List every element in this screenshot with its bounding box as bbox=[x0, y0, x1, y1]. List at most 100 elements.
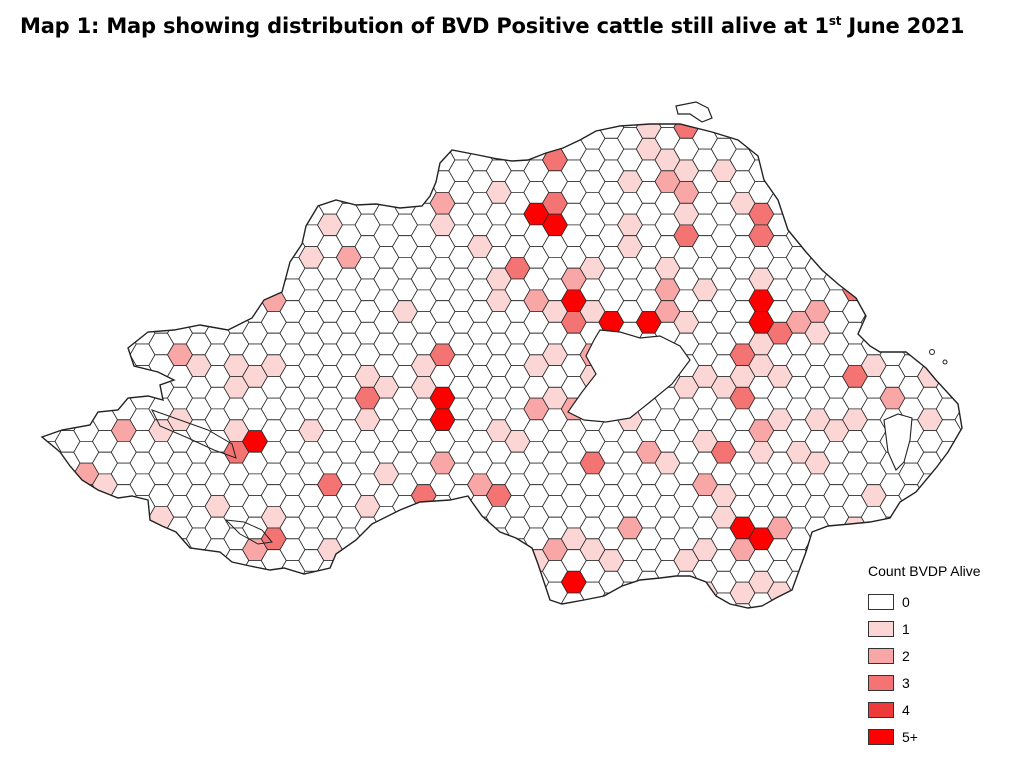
hex-cell bbox=[54, 386, 81, 410]
hex-cell bbox=[823, 137, 850, 161]
hex-cell bbox=[129, 581, 156, 605]
hex-cell bbox=[110, 202, 137, 226]
hex-cell bbox=[429, 560, 456, 583]
hex-cell bbox=[410, 592, 437, 608]
hex-cell bbox=[92, 235, 118, 258]
hex-cell bbox=[392, 148, 418, 172]
hex-cell bbox=[260, 246, 287, 269]
hex-cell bbox=[467, 538, 493, 561]
hex-cell bbox=[110, 137, 137, 161]
hex-cell bbox=[524, 95, 549, 117]
hex-cell bbox=[73, 311, 100, 334]
hex-cell bbox=[354, 170, 381, 193]
hex-cell bbox=[148, 570, 175, 594]
legend-item-1: 1 bbox=[868, 615, 981, 642]
hex-cell bbox=[223, 570, 250, 594]
hex-cell bbox=[823, 549, 850, 572]
hex-cell bbox=[242, 124, 268, 128]
hex-cell bbox=[167, 124, 193, 128]
hex-cell bbox=[448, 592, 475, 608]
hex-cell bbox=[185, 267, 212, 291]
hex-cell bbox=[260, 224, 287, 247]
hex-cell bbox=[42, 462, 62, 486]
hex-cell bbox=[579, 603, 606, 608]
hex-cell bbox=[842, 170, 868, 193]
legend-item-2: 2 bbox=[868, 642, 981, 669]
hex-cell bbox=[448, 570, 475, 594]
hex-cell bbox=[635, 592, 662, 608]
legend-swatch bbox=[868, 701, 894, 718]
hex-cell bbox=[92, 192, 118, 215]
hex-cell bbox=[317, 603, 343, 608]
hex-cell bbox=[335, 181, 362, 204]
hex-cell bbox=[335, 124, 362, 139]
lough-erne bbox=[150, 409, 237, 459]
hex-cell bbox=[860, 159, 887, 182]
hex-cell bbox=[204, 603, 231, 608]
hex-cell bbox=[54, 235, 81, 258]
hex-cell bbox=[935, 124, 962, 139]
hex-cell bbox=[129, 278, 156, 302]
hex-cell bbox=[673, 592, 700, 608]
hex-cell bbox=[185, 137, 212, 161]
hex-cell bbox=[711, 95, 736, 117]
hex-cell bbox=[242, 278, 268, 302]
hex-cell bbox=[148, 224, 175, 247]
hex-cell bbox=[935, 181, 962, 204]
hex-cell bbox=[523, 592, 550, 608]
hex-cell bbox=[898, 224, 925, 247]
hex-cell bbox=[935, 246, 962, 269]
legend-swatch bbox=[868, 593, 894, 610]
hex-cell bbox=[92, 538, 118, 561]
hex-cell bbox=[954, 538, 962, 561]
hex-cell bbox=[392, 170, 418, 193]
legend-label: 0 bbox=[902, 593, 910, 610]
hex-cell bbox=[504, 124, 531, 128]
hex-cell bbox=[42, 159, 62, 182]
hex-cell bbox=[335, 570, 362, 594]
hex-cell bbox=[317, 127, 343, 150]
hex-cell bbox=[185, 570, 212, 594]
hex-cell bbox=[879, 127, 906, 150]
hex-cell bbox=[617, 603, 643, 608]
hex-cell bbox=[767, 148, 793, 172]
hex-cell bbox=[898, 181, 925, 204]
hex-cell bbox=[54, 516, 81, 540]
hex-cell bbox=[917, 213, 943, 237]
hex-cell bbox=[167, 148, 193, 172]
hex-cell bbox=[129, 235, 156, 258]
legend-swatch bbox=[868, 620, 894, 637]
hex-cell bbox=[392, 127, 418, 150]
hex-cell bbox=[92, 386, 118, 410]
hex-cell bbox=[579, 124, 606, 128]
hex-cell bbox=[42, 484, 62, 507]
hex-cell bbox=[148, 202, 175, 226]
hex-cell bbox=[786, 95, 811, 117]
hex-cell bbox=[879, 235, 906, 258]
hex-cell bbox=[879, 213, 906, 237]
hex-cell bbox=[935, 354, 962, 377]
hex-cell bbox=[54, 321, 81, 345]
hex-cell bbox=[898, 289, 925, 312]
hex-cell bbox=[73, 202, 100, 226]
hex-cell bbox=[42, 549, 62, 572]
hex-cell bbox=[448, 124, 475, 139]
hex-cell bbox=[110, 224, 137, 247]
hex-cell bbox=[935, 462, 962, 486]
hex-cell bbox=[279, 581, 306, 605]
hex-cell bbox=[92, 124, 118, 128]
hex-cell bbox=[260, 592, 287, 608]
hex-cell bbox=[898, 311, 925, 334]
hex-cell bbox=[167, 213, 193, 237]
hex-cell bbox=[129, 192, 156, 215]
hex-cell bbox=[917, 321, 943, 345]
legend-label: 3 bbox=[902, 674, 910, 691]
hex-cell bbox=[298, 124, 325, 139]
hex-cell bbox=[898, 159, 925, 182]
legend-item-3: 3 bbox=[868, 669, 981, 696]
legend: Count BVDP Alive 0 1 2 3 4 5+ bbox=[868, 563, 981, 750]
hex-cell bbox=[242, 148, 268, 172]
hex-cell bbox=[935, 202, 962, 226]
hex-cell bbox=[879, 321, 906, 345]
